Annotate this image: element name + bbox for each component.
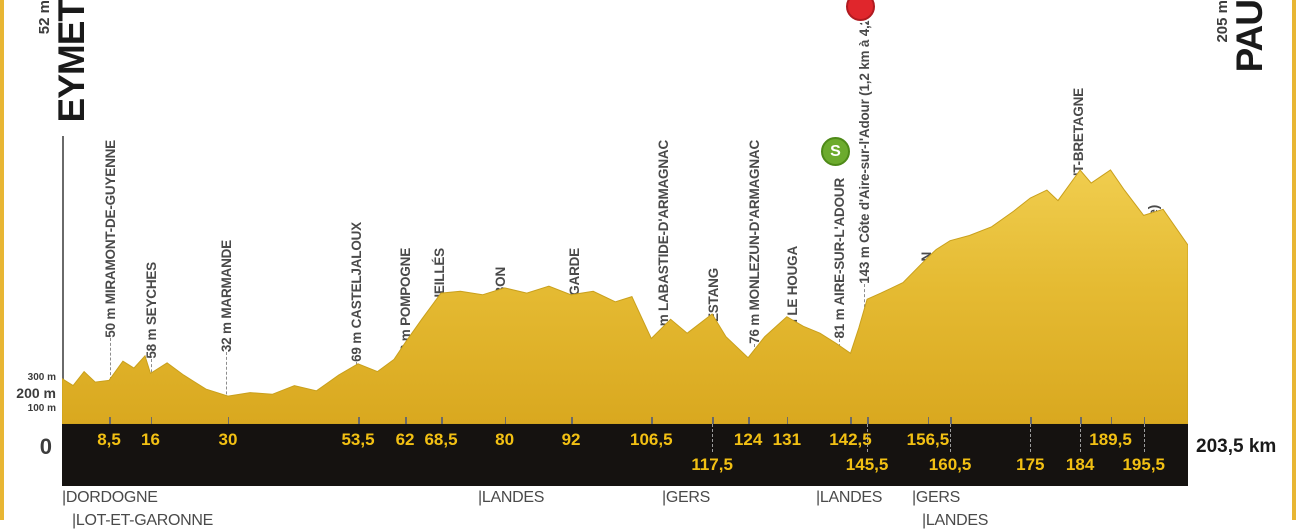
distance-tick: 160,5 (928, 455, 972, 474)
finish-city-name: PAU (1229, 0, 1270, 73)
elevation-profile-area (62, 169, 1188, 424)
distance-tick: 175 (1016, 455, 1045, 474)
distance-tick: 80 (495, 430, 515, 449)
distance-tick: 8,5 (97, 430, 121, 449)
department-label: |GERS (662, 489, 711, 506)
department-label: |GERS (912, 489, 961, 506)
frame-edge-right (1292, 0, 1296, 520)
distance-tick-mark (150, 417, 153, 424)
distance-tick-mark (850, 417, 852, 424)
distance-tick-mark (504, 417, 507, 424)
distance-tick-mark (786, 417, 789, 424)
distance-tick-mark (950, 417, 952, 424)
distance-tick: 195,5 (1122, 455, 1166, 474)
frame-edge-left (0, 0, 4, 520)
y-tick-200: 200 m (16, 385, 56, 401)
distance-tick-leader (1030, 424, 1032, 452)
department-label: |LANDES (816, 489, 883, 506)
distance-tick-mark (109, 417, 111, 424)
distance-tick-mark (712, 417, 714, 424)
distance-tick: 131 (772, 430, 802, 449)
y-tick-100: 100 m (27, 403, 56, 414)
distance-tick: 189,5 (1089, 430, 1132, 449)
distance-tick-mark (1030, 417, 1032, 424)
distance-tick-mark (867, 417, 869, 424)
distance-tick-leader (1143, 424, 1145, 452)
distance-tick-leader (712, 424, 714, 452)
distance-tick: 124 (733, 430, 763, 449)
distance-tick: 117,5 (691, 455, 733, 474)
distance-tick-mark (748, 417, 750, 424)
distance-tick-leader (867, 424, 869, 452)
distance-tick-mark (651, 417, 653, 424)
distance-axis-band (62, 424, 1188, 486)
distance-tick-mark (1080, 417, 1082, 424)
y-tick-0: 0 (39, 434, 52, 459)
distance-tick-mark (1110, 417, 1113, 424)
distance-tick-leader (1080, 424, 1082, 452)
distance-tick: 30 (218, 430, 238, 449)
department-label: |LANDES (922, 512, 989, 529)
distance-tick: 68,5 (424, 430, 458, 449)
distance-tick-mark (441, 417, 443, 424)
distance-tick: 16 (141, 430, 160, 449)
distance-tick: 184 (1065, 455, 1095, 474)
distance-tick-mark (1143, 417, 1146, 424)
department-label: |DORDOGNE (62, 489, 158, 506)
start-city-block: 52 m EYMET (36, 0, 92, 123)
department-label: |LOT-ET-GARONNE (72, 512, 214, 529)
distance-tick-mark (405, 417, 407, 424)
distance-tick: 145,5 (845, 455, 889, 474)
finish-city-block: 205 m PAU (1214, 0, 1270, 73)
start-city-name: EYMET (51, 0, 92, 123)
waypoint-2: 32 m MARMANDE (219, 240, 234, 424)
distance-tick: 156,5 (906, 430, 950, 449)
distance-tick-mark (927, 417, 930, 424)
distance-tick: 142,5 (829, 430, 872, 449)
distance-tick: 53,5 (341, 430, 375, 449)
distance-tick: 106,5 (630, 430, 673, 449)
distance-tick: 62 (395, 430, 415, 449)
distance-tick-mark (227, 417, 230, 424)
distance-tick: 92 (561, 430, 581, 449)
waypoint-leader-line (226, 352, 228, 424)
distance-tick-mark (571, 417, 573, 424)
intermediate-sprint-badge[interactable]: S (821, 137, 850, 166)
distance-tick-leader (950, 424, 952, 452)
y-axis-line (62, 136, 64, 424)
department-label: |LANDES (478, 489, 545, 506)
total-distance-label: 203,5 km (1196, 436, 1277, 457)
y-tick-300: 300 m (27, 372, 56, 383)
distance-tick-mark (358, 417, 360, 424)
category-climb-badge[interactable] (846, 0, 875, 21)
